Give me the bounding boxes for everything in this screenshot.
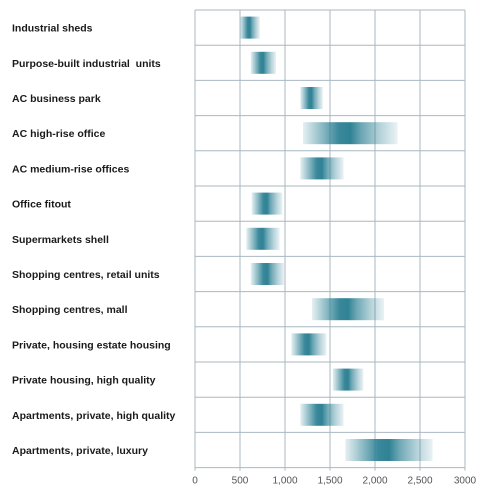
category-label-3: AC high-rise office <box>12 128 106 140</box>
category-label-11: Apartments, private, high quality <box>12 410 176 422</box>
grid <box>194 9 466 471</box>
category-label-0: Industrial sheds <box>12 23 93 35</box>
bar-3 <box>303 122 398 145</box>
bar-4 <box>300 157 344 180</box>
category-label-1: Purpose-built industrial units <box>12 58 161 70</box>
x-tick-label-1: 500 <box>232 476 249 487</box>
bar-10 <box>332 368 364 391</box>
category-label-7: Shopping centres, retail units <box>12 269 160 281</box>
bar-6 <box>246 227 280 250</box>
category-label-4: AC medium-rise offices <box>12 163 129 175</box>
category-label-9: Private, housing estate housing <box>12 339 171 351</box>
category-label-10: Private housing, high quality <box>12 375 156 387</box>
category-labels: Industrial sheds Purpose-built industrial… <box>12 23 176 457</box>
bar-7 <box>250 263 285 285</box>
bar-12 <box>345 439 433 461</box>
bars <box>240 16 433 461</box>
category-label-5: Office fitout <box>12 199 71 211</box>
category-label-2: AC business park <box>12 93 101 105</box>
bar-2 <box>300 87 323 109</box>
bar-11 <box>300 403 344 426</box>
category-label-8: Shopping centres, mall <box>12 304 128 316</box>
x-axis-ticks: 0 500 1,000 1,500 2,000 2,500 3000 <box>192 476 476 487</box>
category-label-6: Supermarkets shell <box>12 234 109 246</box>
bar-9 <box>291 333 327 356</box>
x-tick-label-4: 2,000 <box>362 476 387 487</box>
bar-0 <box>240 16 260 39</box>
x-tick-label-3: 1,500 <box>317 476 342 487</box>
bar-5 <box>251 192 283 215</box>
x-tick-label-6: 3000 <box>454 476 477 487</box>
x-tick-label-2: 1,000 <box>272 476 297 487</box>
bar-1 <box>250 51 276 74</box>
bar-8 <box>312 298 384 321</box>
x-tick-label-0: 0 <box>192 476 198 487</box>
x-tick-label-5: 2,500 <box>407 476 432 487</box>
category-label-12: Apartments, private, luxury <box>12 445 148 457</box>
